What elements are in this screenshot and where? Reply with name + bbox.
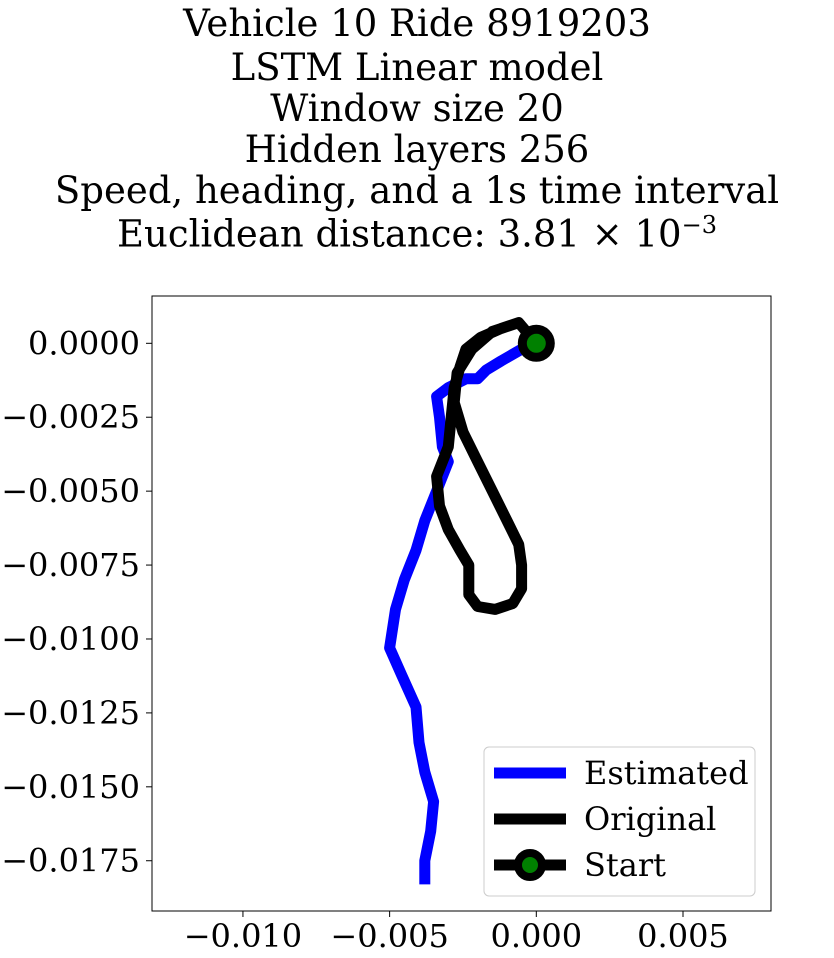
y-tick-label: −0.0050	[1, 472, 140, 510]
y-tick-label: −0.0075	[1, 546, 140, 584]
title-line-3: Window size 20	[270, 87, 564, 130]
title-line-2: LSTM Linear model	[230, 46, 604, 89]
series-line-estimated	[384, 338, 539, 885]
x-tick-label: −0.005	[330, 917, 448, 955]
y-tick-label: −0.0150	[1, 768, 140, 806]
title-metric: Euclidean distance: 3.81 × 10	[117, 212, 682, 256]
title-line-4: Hidden layers 256	[244, 128, 590, 171]
title-line-6: Euclidean distance: 3.81 × 10−3	[0, 213, 834, 252]
series-line-original	[431, 317, 541, 615]
legend-start-marker	[514, 849, 546, 881]
legend-label-start: Start	[584, 846, 666, 884]
plot-frame	[151, 295, 772, 912]
x-tick-label: −0.010	[184, 917, 302, 955]
legend-box	[483, 746, 756, 897]
title-line-5: Speed, heading, and a 1s time interval	[54, 169, 780, 212]
x-tick-label: 0.005	[637, 917, 729, 955]
legend-label-estimated: Estimated	[584, 754, 749, 792]
y-tick-label: −0.0175	[1, 842, 140, 880]
start-marker	[517, 324, 555, 362]
x-tick-label: 0.000	[491, 917, 583, 955]
y-tick-label: 0.0000	[28, 324, 140, 362]
title-line-1: Vehicle 10 Ride 8919203	[183, 2, 651, 45]
legend-label-original: Original	[584, 800, 716, 838]
y-tick-label: −0.0125	[1, 694, 140, 732]
y-tick-label: −0.0025	[1, 398, 140, 436]
y-tick-label: −0.0100	[1, 620, 140, 658]
title-metric-exponent: −3	[681, 211, 717, 239]
